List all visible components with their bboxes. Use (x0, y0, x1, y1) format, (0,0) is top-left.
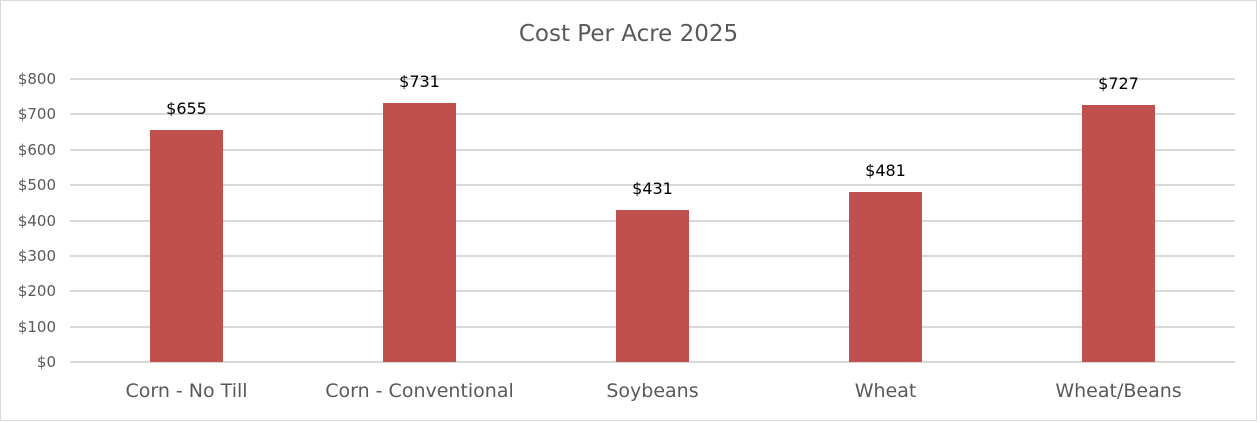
chart-title: Cost Per Acre 2025 (518, 21, 739, 47)
y-tick-label: $500 (17, 176, 56, 195)
bar[interactable] (150, 130, 223, 362)
data-label: $727 (1098, 73, 1139, 93)
bar[interactable] (383, 103, 456, 362)
gridline (70, 113, 1235, 116)
y-tick-label: $100 (17, 317, 56, 336)
x-tick-label: Corn - No Till (125, 380, 248, 402)
bar[interactable] (1082, 104, 1155, 362)
y-tick-label: $700 (17, 105, 56, 124)
x-axis-line (70, 361, 1235, 363)
x-tick-label: Wheat (854, 380, 917, 402)
y-tick-label: $400 (17, 211, 56, 230)
y-tick-label: $0 (36, 353, 56, 371)
x-tick-label: Corn - Conventional (325, 380, 514, 402)
gridline (70, 78, 1235, 80)
plot-area: $655 $731 $431 $481 $727 (70, 72, 1235, 363)
gridline (70, 148, 1235, 151)
bar[interactable] (616, 209, 689, 362)
data-label: $481 (865, 160, 906, 180)
data-label: $431 (632, 178, 673, 198)
bar[interactable] (849, 191, 922, 362)
gridline (70, 184, 1235, 187)
x-tick-label: Soybeans (606, 380, 699, 402)
y-tick-label: $800 (17, 70, 56, 88)
y-tick-label: $200 (17, 282, 56, 301)
y-tick-label: $600 (17, 140, 56, 159)
data-label: $731 (399, 72, 440, 92)
x-tick-label: Wheat/Beans (1055, 380, 1182, 402)
y-tick-label: $300 (17, 246, 56, 265)
data-label: $655 (166, 99, 207, 119)
